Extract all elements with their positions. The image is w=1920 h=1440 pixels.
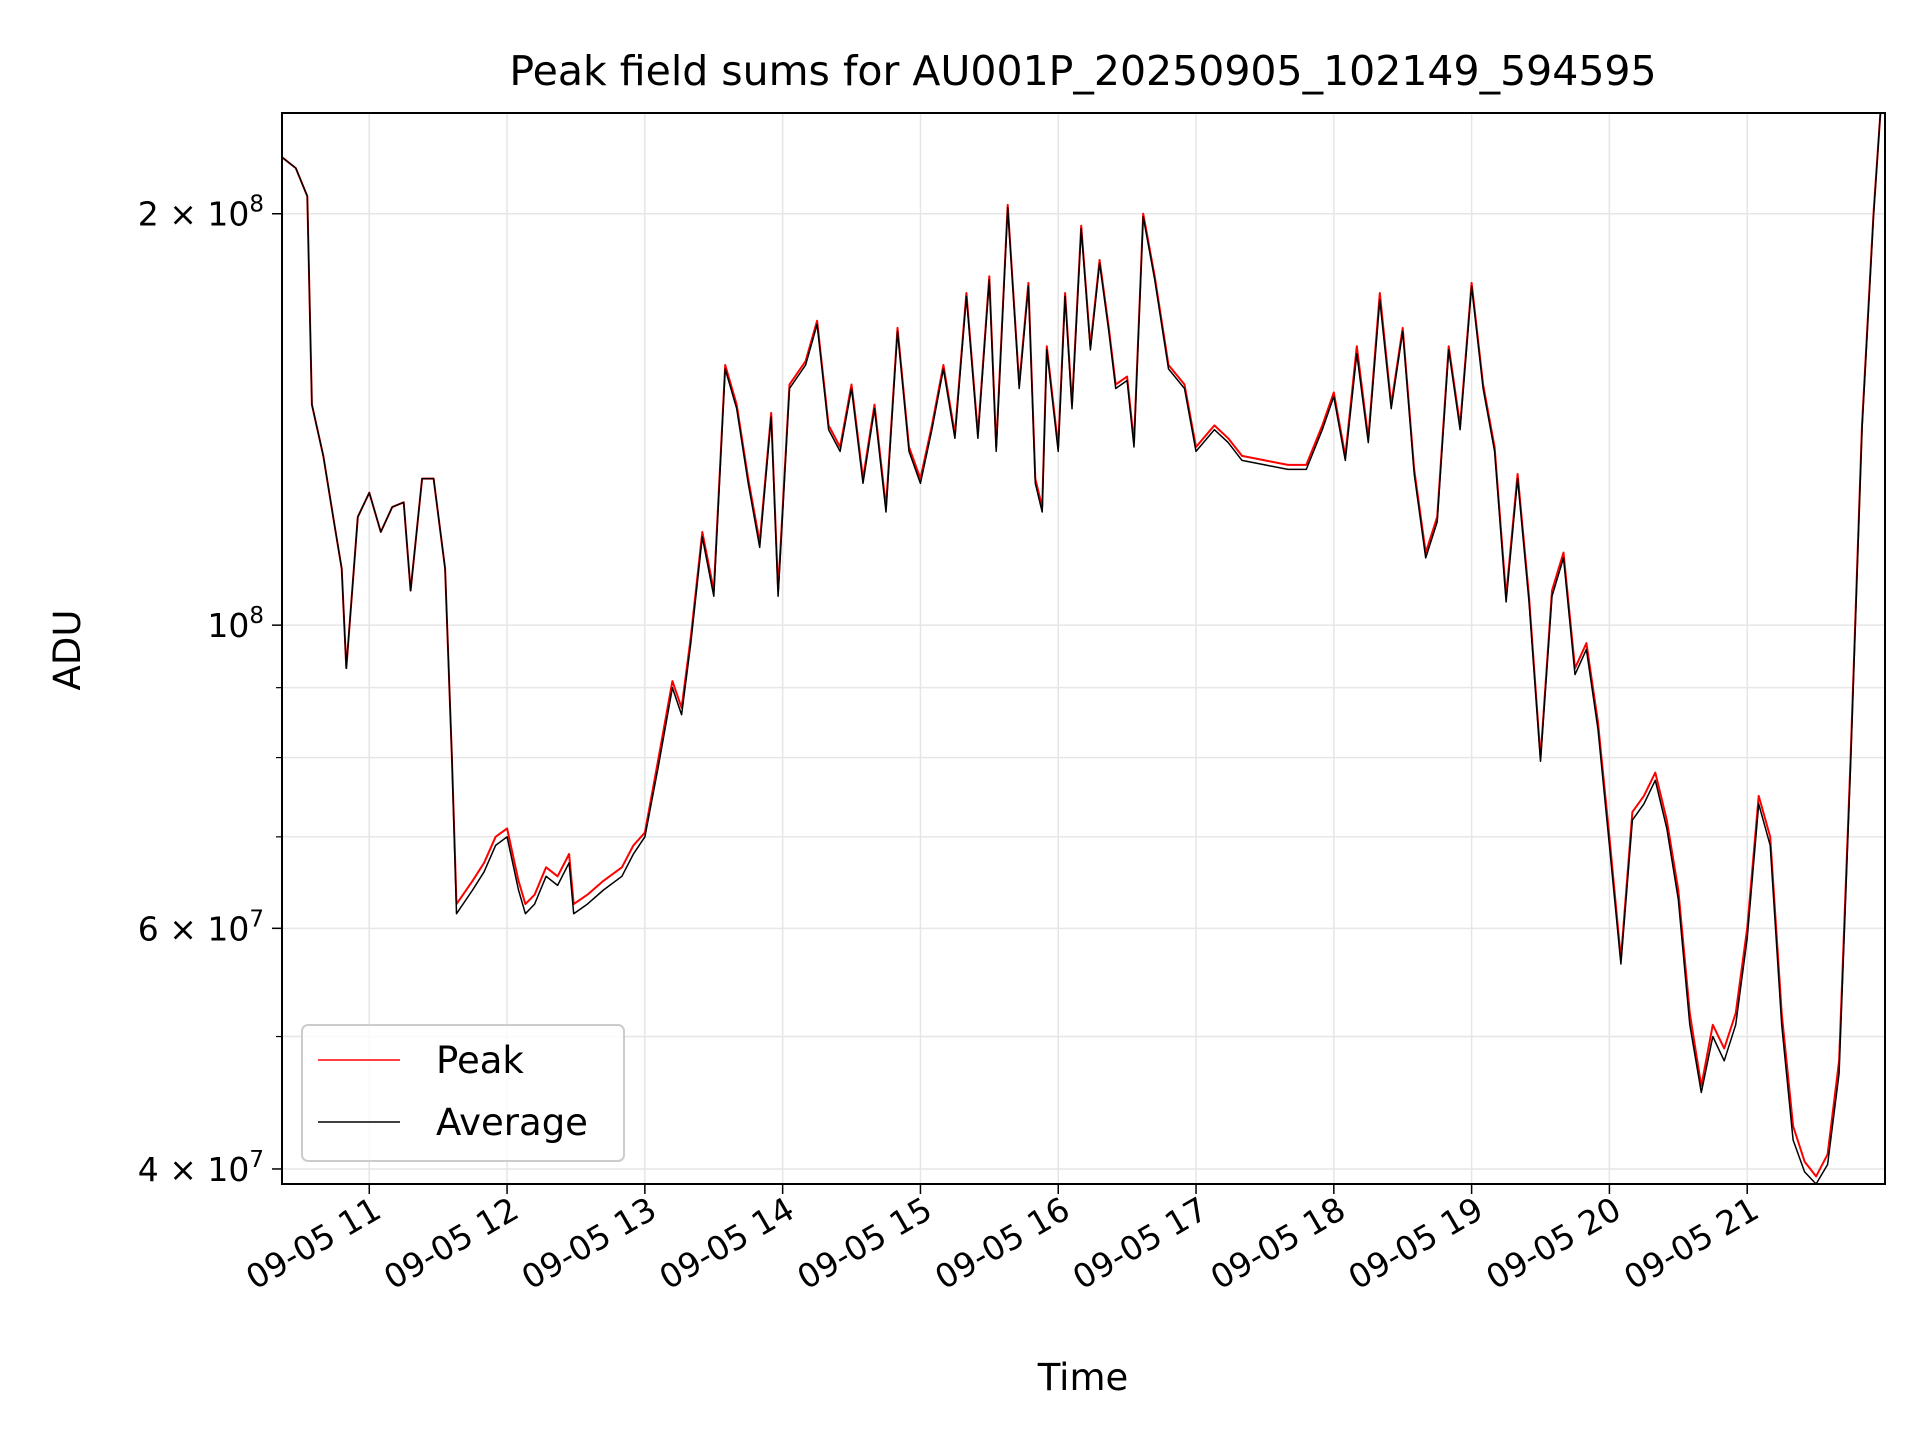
y-tick-label-base: 10 <box>207 606 249 645</box>
plot-frame <box>281 112 1886 1185</box>
chart-title: Peak field sums for AU001P_20250905_1021… <box>509 47 1656 95</box>
x-axis-label: Time <box>1037 1356 1129 1399</box>
y-tick-label-base: 2 × 10 <box>138 195 250 234</box>
y-tick-label-exponent: 7 <box>249 1147 264 1173</box>
legend-average-label: Average <box>436 1101 588 1144</box>
y-tick-label: 6 × 107 <box>138 906 264 948</box>
series-line-average <box>282 113 1882 1184</box>
y-tick-label: 4 × 107 <box>138 1147 264 1189</box>
legend-peak-label: Peak <box>436 1039 524 1082</box>
y-tick-label-exponent: 7 <box>249 906 264 932</box>
y-tick-label: 108 <box>207 603 264 645</box>
legend-box <box>301 1024 625 1162</box>
y-tick-label-base: 6 × 10 <box>138 909 250 948</box>
y-tick-label-exponent: 8 <box>249 192 264 218</box>
y-tick-label: 2 × 108 <box>138 192 264 234</box>
y-axis-label: ADU <box>46 610 89 691</box>
series-lines <box>282 113 1882 1184</box>
y-tick-label-exponent: 8 <box>249 603 264 629</box>
legend: Peak Average <box>301 1024 625 1162</box>
y-tick-label-base: 4 × 10 <box>138 1150 250 1189</box>
